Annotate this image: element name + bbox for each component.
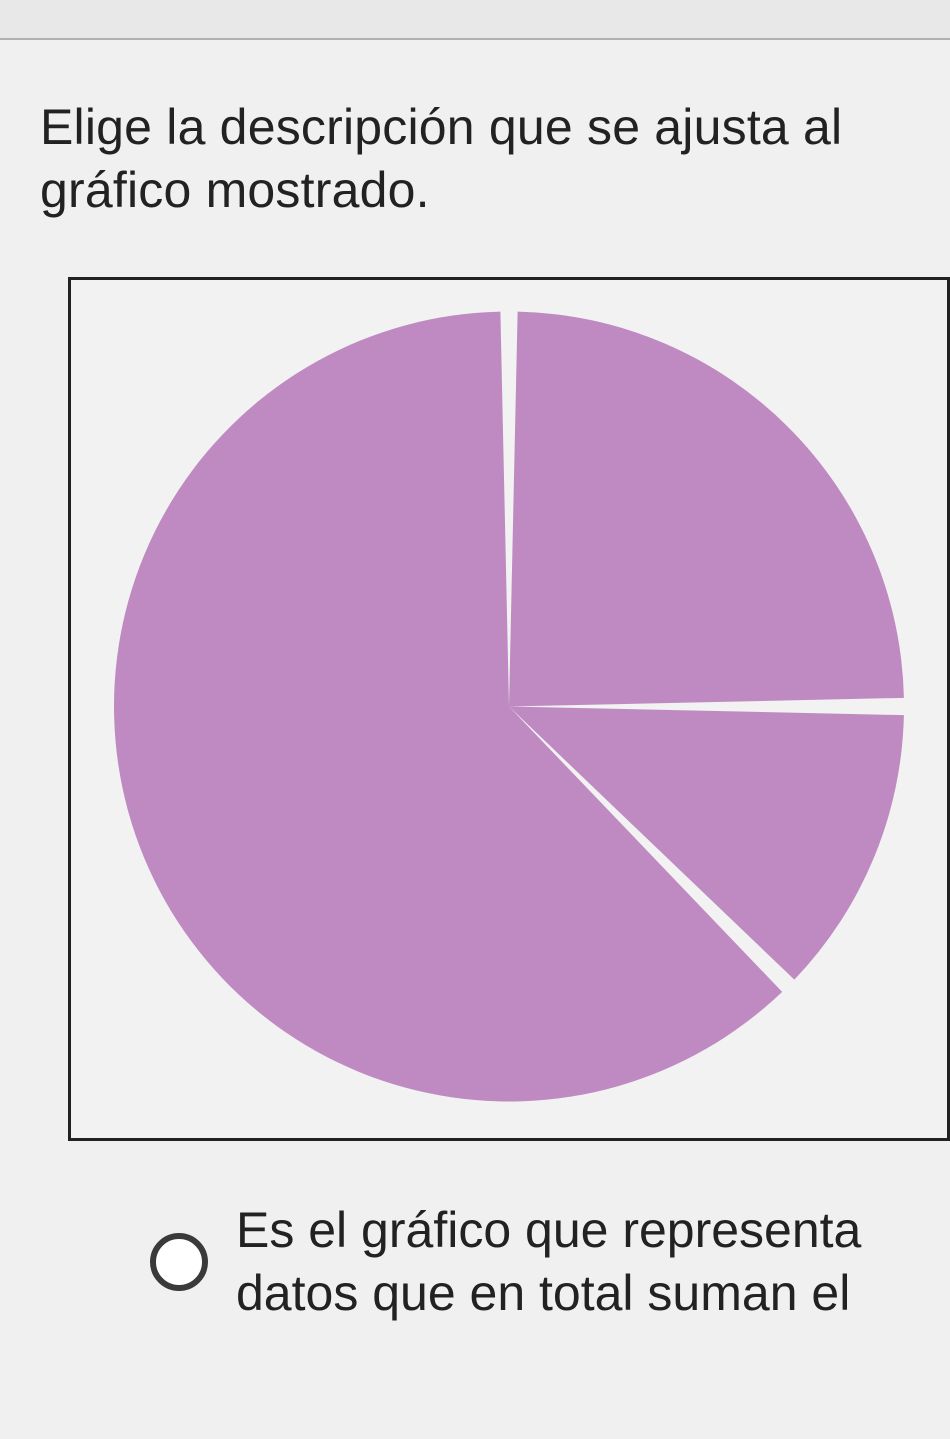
radio-icon[interactable] (150, 1233, 208, 1291)
cue-label: Cue. (20, 0, 117, 8)
pun-value: 70 (853, 0, 904, 8)
pun-label: Pun. (745, 0, 840, 8)
status-bar: Cue. 5/20 Aci. 14 Fal. 0 Pun. 70 (0, 0, 950, 40)
aci-label: Aci. (309, 0, 386, 8)
cue-value: 5/20 (130, 0, 220, 8)
answer-text: Es el gráfico que representa datos que e… (236, 1199, 861, 1324)
answer-line-1: Es el gráfico que representa (236, 1199, 861, 1262)
aci-value: 14 (399, 0, 450, 8)
fal-label: Fal. (540, 0, 617, 8)
chart-frame (68, 277, 950, 1141)
answers-list: Es el gráfico que representa datos que e… (40, 1199, 910, 1324)
question-text: Elige la descripción que se ajusta al gr… (40, 96, 910, 221)
fal-value: 0 (630, 0, 656, 8)
answer-line-2: datos que en total suman el (236, 1262, 861, 1325)
content-area: Elige la descripción que se ajusta al gr… (0, 40, 950, 1324)
pie-chart (109, 307, 909, 1112)
answer-option[interactable]: Es el gráfico que representa datos que e… (150, 1199, 910, 1324)
